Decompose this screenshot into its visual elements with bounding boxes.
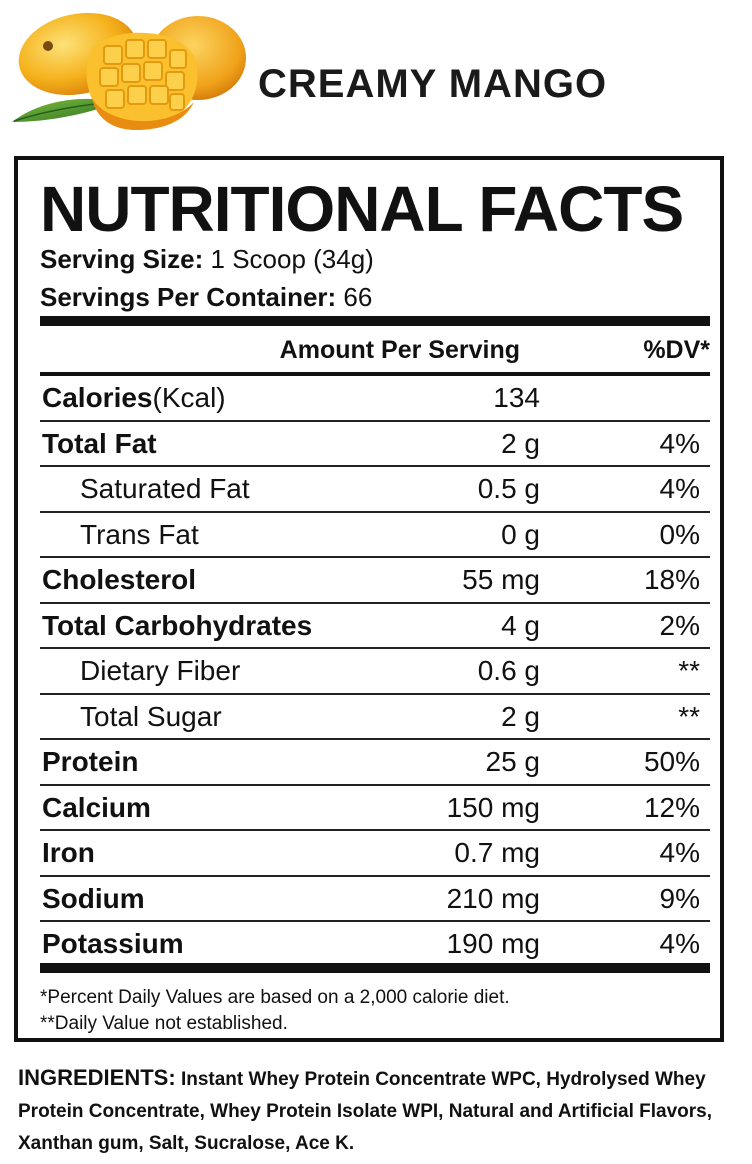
nutrient-table: Calories(Kcal) 134 Total Fat 2 g 4% Satu… <box>40 376 710 968</box>
nutrient-amount: 0 g <box>501 518 540 550</box>
nutrient-row-total-sugar: Total Sugar 2 g ** <box>40 695 710 740</box>
nutrient-row-saturated-fat: Saturated Fat 0.5 g 4% <box>40 467 710 513</box>
nutrient-dv: 4% <box>659 427 700 459</box>
nutrient-name: Iron <box>42 837 95 868</box>
nutrient-name: Calcium <box>42 791 151 823</box>
nutrient-name: Protein <box>42 746 139 777</box>
nutrient-unit: (Kcal) <box>152 382 226 413</box>
nutrient-row-trans-fat: Trans Fat 0 g 0% <box>40 513 710 558</box>
nutrient-row-calcium: Calcium 150 mg 12% <box>40 786 710 831</box>
nutrient-amount: 2 g <box>501 700 540 732</box>
nutrient-row-potassium: Potassium 190 mg 4% <box>40 922 710 968</box>
nutrient-row-dietary-fiber: Dietary Fiber 0.6 g ** <box>40 649 710 695</box>
nutrient-amount: 55 mg <box>462 564 540 595</box>
nutrient-amount: 2 g <box>501 427 540 459</box>
nutrient-row-protein: Protein 25 g 50% <box>40 740 710 786</box>
servings-per-container: Servings Per Container: 66 <box>40 280 372 314</box>
nutrient-dv: 4% <box>659 928 700 959</box>
nutrient-name: Trans Fat <box>80 518 199 550</box>
nutrient-row-total-carbohydrates: Total Carbohydrates 4 g 2% <box>40 604 710 649</box>
product-header: CREAMY MANGO <box>0 0 752 150</box>
serving-size-label: Serving Size: <box>40 244 204 274</box>
footnote-daily-values: *Percent Daily Values are based on a 2,0… <box>40 987 510 1008</box>
nutrient-name: Dietary Fiber <box>80 655 241 686</box>
nutrient-amount: 0.7 mg <box>454 837 540 868</box>
nutrient-dv: ** <box>678 700 700 732</box>
nutrient-name: Total Sugar <box>80 700 222 732</box>
nutrient-label: Calories <box>42 382 153 413</box>
nutrient-dv: 9% <box>659 882 700 914</box>
nutrient-row-total-fat: Total Fat 2 g 4% <box>40 422 710 467</box>
servings-value: 66 <box>336 282 373 312</box>
ingredients-block: INGREDIENTS: Instant Whey Protein Concen… <box>18 1062 740 1160</box>
nutrient-name: Cholesterol <box>42 564 197 595</box>
nutrient-dv: 50% <box>643 746 700 777</box>
nutrition-facts-panel: NUTRITIONAL FACTS Serving Size: 1 Scoop … <box>14 156 724 1042</box>
nutrient-amount: 0.6 g <box>477 655 540 686</box>
nutrient-amount: 150 mg <box>446 791 540 823</box>
flavor-name: CREAMY MANGO <box>258 62 608 106</box>
nutrient-dv: 18% <box>643 564 700 595</box>
nutrient-amount: 25 g <box>485 746 541 777</box>
nutrient-row-iron: Iron 0.7 mg 4% <box>40 831 710 877</box>
nutrient-name: Saturated Fat <box>80 473 250 504</box>
thick-divider <box>40 316 710 326</box>
nutrient-amount: 4 g <box>501 609 540 641</box>
nutrient-amount: 134 <box>493 382 540 413</box>
nutrient-dv: 4% <box>659 473 700 504</box>
ingredients-text: Instant Whey Protein Concentrate WPC, Hy… <box>18 1069 712 1154</box>
nutrient-amount: 0.5 g <box>477 473 540 504</box>
column-header-amount: Amount Per Serving <box>279 336 520 364</box>
header-divider <box>40 372 710 376</box>
ingredients-label: INGREDIENTS: <box>18 1065 176 1090</box>
nutrient-amount: 190 mg <box>446 928 540 959</box>
nutrient-name: Calories(Kcal) <box>42 382 226 414</box>
nutrient-dv: ** <box>678 655 700 686</box>
mango-fruit-illustration <box>12 12 246 130</box>
serving-size-value: 1 Scoop (34g) <box>203 244 374 274</box>
servings-label: Servings Per Container: <box>40 282 337 312</box>
nutrient-name: Potassium <box>42 928 184 959</box>
column-header-dv: %DV* <box>643 336 710 364</box>
nutrient-row-sodium: Sodium 210 mg 9% <box>40 877 710 922</box>
nutrient-amount: 210 mg <box>446 882 540 914</box>
panel-title: NUTRITIONAL FACTS <box>40 173 684 245</box>
nutrient-name: Sodium <box>42 882 145 914</box>
footnote-not-established: **Daily Value not established. <box>40 1013 288 1034</box>
nutrient-dv: 2% <box>659 609 700 641</box>
serving-size: Serving Size: 1 Scoop (34g) <box>40 242 374 276</box>
nutrient-row-cholesterol: Cholesterol 55 mg 18% <box>40 558 710 604</box>
nutrient-name: Total Carbohydrates <box>42 609 313 641</box>
nutrient-row-calories: Calories(Kcal) 134 <box>40 376 710 422</box>
nutrient-name: Total Fat <box>42 427 157 459</box>
nutrient-dv: 12% <box>643 791 700 823</box>
nutrient-dv: 0% <box>659 518 700 550</box>
thick-divider-bottom <box>40 963 710 973</box>
nutrient-dv: 4% <box>659 837 700 868</box>
